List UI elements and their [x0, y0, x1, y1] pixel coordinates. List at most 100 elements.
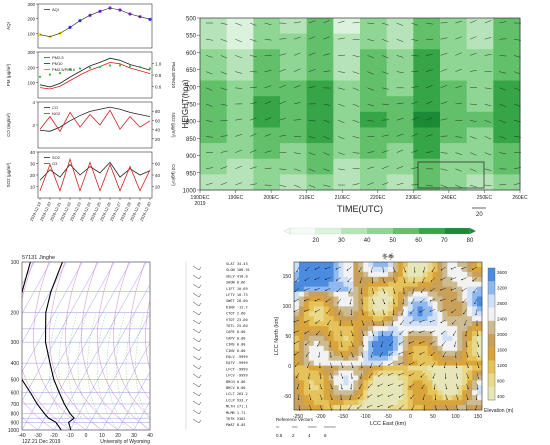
- terrain-cell: [412, 276, 418, 283]
- terrain-cell: [457, 311, 463, 317]
- wind-vector-head: [421, 281, 424, 283]
- terrain-cell: [417, 296, 423, 302]
- isotherm: [69, 284, 150, 430]
- wind-vector-head: [441, 333, 443, 335]
- terrain-cell: [348, 321, 354, 327]
- y-tick-label: 200: [27, 65, 35, 70]
- terrain-cell: [467, 331, 473, 337]
- wind-vector-head: [371, 356, 373, 358]
- terrain-cell: [348, 375, 354, 381]
- wind-vector: [425, 134, 433, 137]
- wind-vector-head: [440, 279, 442, 281]
- terrain-cell: [388, 276, 394, 283]
- wind-vector: [205, 119, 213, 123]
- terrain-cell: [383, 395, 389, 401]
- terrain-cell: [462, 390, 468, 396]
- wind-vector-head: [467, 366, 469, 368]
- terrain-cell: [462, 355, 468, 361]
- terrain-cell: [294, 380, 300, 386]
- terrain-cell: [353, 370, 359, 376]
- terrain-cell: [432, 311, 438, 317]
- terrain-cell: [338, 311, 344, 317]
- terrain-cell: [358, 262, 364, 268]
- series-line: [39, 106, 151, 132]
- wind-vector-head: [457, 387, 459, 390]
- terrain-cell: [477, 296, 483, 302]
- terrain-cell: [368, 276, 374, 283]
- wind-vector-head: [321, 409, 323, 411]
- wind-vector-head: [472, 268, 474, 271]
- terrain-cell: [452, 306, 458, 312]
- terrain-cell: [452, 311, 458, 317]
- wind-vector: [461, 277, 467, 280]
- wind-vector: [440, 184, 448, 188]
- terrain-cell: [298, 380, 305, 386]
- terrain-map-panel: -250 -200 -150 -100 -50 0 50 100 150150100500-50…: [274, 253, 514, 438]
- terrain-cell: [338, 271, 344, 278]
- terrain-cell: [417, 400, 423, 406]
- terrain-cell: [353, 385, 359, 391]
- terrain-cell: [378, 296, 384, 302]
- wind-vector: [325, 277, 331, 280]
- wind-vector: [388, 372, 394, 376]
- terrain-cell: [432, 375, 438, 381]
- wind-vector: [469, 136, 477, 139]
- wind-vector: [347, 277, 352, 282]
- terrain-cell: [383, 375, 389, 381]
- series-line: [39, 7, 151, 37]
- wind-vector: [323, 184, 331, 187]
- isotherm: [53, 262, 147, 430]
- terrain-cell: [373, 355, 379, 361]
- colorbar-swatch: [488, 294, 495, 308]
- terrain-cell: [343, 331, 349, 337]
- wind-vector-head: [411, 408, 413, 411]
- wind-vector: [367, 394, 373, 398]
- wind-vector-head: [411, 302, 413, 304]
- terrain-cell: [343, 296, 349, 302]
- terrain-cell: [373, 311, 379, 317]
- wind-vector-head: [361, 366, 363, 369]
- terrain-cell: [397, 266, 404, 273]
- wind-vector-head: [419, 342, 421, 344]
- terrain-cell: [392, 385, 399, 391]
- terrain-cell: [402, 266, 409, 273]
- sounding-index: SLON 108.91: [226, 268, 250, 272]
- wind-vector: [513, 167, 521, 170]
- wind-vector-head: [440, 321, 442, 324]
- terrain-cell: [452, 395, 458, 401]
- humidity-cell: [386, 18, 414, 35]
- wind-barb-flag: [198, 311, 202, 316]
- terrain-cell: [457, 306, 463, 312]
- moist-adiabat: [116, 312, 138, 430]
- humidity-cell: [466, 64, 494, 82]
- terrain-cell: [422, 266, 428, 273]
- wind-vector-head: [373, 313, 375, 315]
- wind-vector-head: [372, 334, 375, 337]
- terrain-cell: [457, 286, 463, 292]
- terrain-cell: [432, 350, 438, 357]
- terrain-cell: [343, 350, 349, 357]
- wind-vector-head: [431, 366, 433, 368]
- terrain-cell: [432, 336, 438, 342]
- terrain-cell: [407, 262, 414, 268]
- terrain-cell: [402, 385, 409, 391]
- colorbar-swatch: [488, 281, 495, 295]
- terrain-cell: [452, 390, 458, 396]
- wind-vector: [308, 373, 310, 379]
- wind-vector-head: [429, 332, 432, 334]
- wind-vector-head: [440, 299, 442, 302]
- wind-vector: [434, 383, 436, 389]
- terrain-cell: [397, 365, 404, 371]
- series-line: [39, 109, 151, 133]
- wind-vector: [340, 362, 343, 368]
- terrain-cell: [318, 370, 324, 376]
- terrain-cell: [412, 336, 418, 342]
- sounding-index: BRCV 0.00: [226, 386, 245, 390]
- wind-vector: [351, 341, 354, 347]
- terrain-cell: [437, 340, 443, 347]
- terrain-cell: [348, 326, 354, 332]
- wind-vector: [410, 394, 415, 399]
- terrain-cell: [402, 276, 409, 283]
- wind-vector-head: [477, 335, 479, 337]
- terrain-cell: [437, 306, 443, 312]
